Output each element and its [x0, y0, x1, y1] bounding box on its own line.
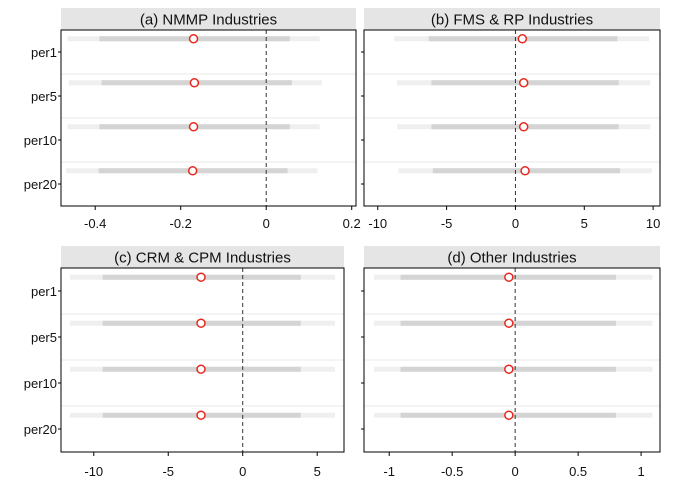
category-label: per5 [31, 89, 57, 104]
plot-frame [60, 29, 357, 207]
category-label: per20 [24, 422, 57, 437]
point-estimate-per20 [520, 166, 530, 176]
category-label: per5 [31, 330, 57, 345]
panel-4: (d) Other Industries -1 -0.5 0 0.5 1 [361, 246, 661, 479]
panel-title: (a) NMMP Industries [140, 12, 277, 29]
x-tick-label: -0.4 [84, 216, 106, 231]
x-tick-label: -5 [441, 216, 453, 231]
point-estimate-per1 [504, 272, 514, 282]
point-estimate-per10 [504, 364, 514, 374]
panel-strip [364, 8, 660, 30]
plot-frame [60, 267, 345, 453]
point-estimate-per10 [196, 364, 206, 374]
x-tick-label: -0.5 [441, 464, 463, 479]
point-estimate-per5 [196, 318, 206, 328]
panel-3: (c) CRM & CPM Industries per1 per5 per10 per… [24, 246, 345, 479]
x-tick-label: 0 [239, 464, 246, 479]
x-tick-label: 0 [512, 216, 519, 231]
point-estimate-per10 [518, 122, 529, 132]
plot-frame [363, 29, 661, 207]
panel-title: (b) FMS & RP Industries [431, 12, 593, 29]
x-tick-label: 0 [263, 216, 270, 231]
point-estimate-per20 [504, 410, 514, 420]
x-tick-label: 0.5 [569, 464, 587, 479]
plot-frame [363, 267, 661, 453]
x-tick-label: 1 [637, 464, 644, 479]
panel-strip [364, 246, 660, 268]
x-tick-label: 5 [314, 464, 321, 479]
panel-1: (a) NMMP Industries per1 per5 per10 per20 -0.… [24, 8, 361, 231]
point-estimate-per1 [196, 272, 206, 282]
x-tick-label: -10 [84, 464, 103, 479]
point-estimate-per20 [187, 166, 198, 176]
point-estimate-per1 [188, 34, 199, 44]
point-estimate-per20 [196, 410, 206, 420]
panel-2: (b) FMS & RP Industries -10 -5 0 5 10 [361, 8, 661, 231]
category-label: per10 [24, 133, 57, 148]
x-tick-label: 0 [512, 464, 519, 479]
point-estimate-per1 [517, 34, 528, 44]
x-tick-label: -1 [383, 464, 395, 479]
x-tick-label: -10 [368, 216, 387, 231]
panel-title: (c) CRM & CPM Industries [114, 250, 291, 267]
category-label: per10 [24, 376, 57, 391]
category-label: per1 [31, 284, 57, 299]
x-tick-label: -5 [162, 464, 174, 479]
panel-strip [61, 8, 356, 30]
point-estimate-per10 [188, 122, 199, 132]
x-tick-label: 0.2 [343, 216, 361, 231]
panel-title: (d) Other Industries [447, 250, 576, 267]
x-tick-label: 10 [646, 216, 660, 231]
panel-strip [61, 246, 344, 268]
x-tick-label: -0.2 [170, 216, 192, 231]
point-estimate-per5 [189, 78, 200, 88]
category-label: per20 [24, 177, 57, 192]
x-tick-label: 5 [581, 216, 588, 231]
point-estimate-per5 [504, 318, 514, 328]
category-label: per1 [31, 45, 57, 60]
point-estimate-per5 [518, 78, 529, 88]
